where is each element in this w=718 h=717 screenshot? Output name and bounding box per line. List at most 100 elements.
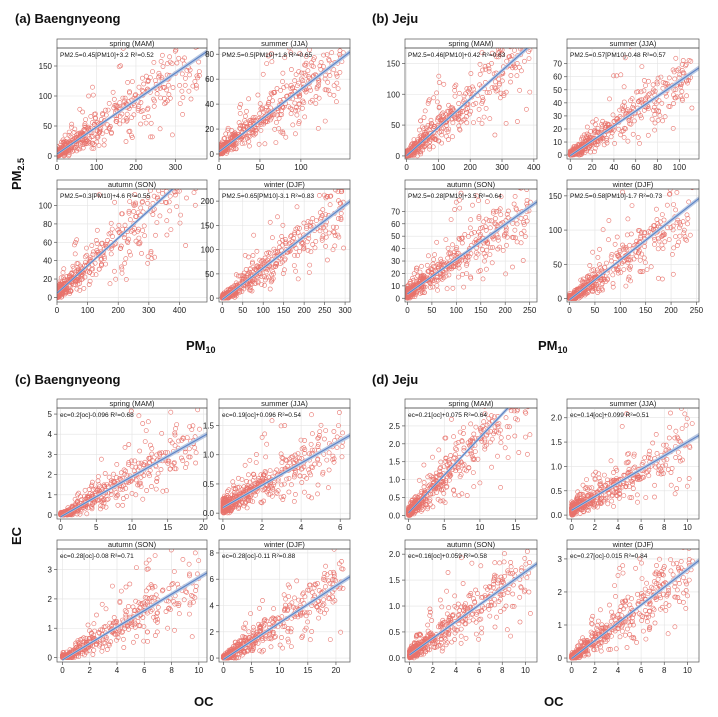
data-point bbox=[98, 126, 104, 131]
data-point bbox=[599, 281, 605, 286]
data-point bbox=[106, 101, 112, 106]
data-point bbox=[117, 100, 123, 106]
data-point bbox=[145, 105, 151, 111]
data-point bbox=[322, 76, 328, 82]
data-point bbox=[307, 48, 312, 53]
data-point bbox=[150, 69, 155, 74]
data-point bbox=[431, 123, 437, 129]
data-point bbox=[658, 219, 663, 225]
data-point bbox=[162, 85, 167, 90]
data-point bbox=[640, 269, 646, 274]
data-point bbox=[637, 140, 642, 146]
data-point bbox=[177, 101, 183, 106]
panel-a-spring: spring (MAM)0 100 200 300050100150PM2.5=0.4… bbox=[39, 38, 208, 172]
data-point bbox=[464, 271, 469, 276]
data-point bbox=[619, 106, 625, 111]
data-point bbox=[671, 101, 676, 106]
data-point bbox=[684, 78, 690, 84]
data-point bbox=[127, 199, 133, 204]
data-point bbox=[430, 284, 436, 290]
x-tick-label: 100 bbox=[614, 306, 628, 315]
data-point bbox=[247, 287, 252, 293]
data-point bbox=[325, 79, 331, 85]
data-point bbox=[497, 81, 502, 87]
data-point bbox=[331, 83, 337, 88]
data-point bbox=[503, 225, 509, 231]
data-point bbox=[335, 189, 341, 194]
data-point bbox=[310, 242, 316, 247]
data-point bbox=[167, 59, 173, 65]
data-point bbox=[593, 284, 598, 290]
data-point bbox=[425, 101, 431, 106]
data-point bbox=[518, 231, 524, 236]
data-point bbox=[411, 282, 417, 288]
data-point bbox=[630, 131, 636, 137]
data-point bbox=[128, 408, 134, 414]
y-tick-label: 40 bbox=[391, 245, 400, 254]
data-point bbox=[651, 223, 657, 228]
data-point bbox=[133, 238, 139, 244]
data-point bbox=[326, 58, 332, 64]
confidence-band bbox=[57, 189, 176, 295]
data-point bbox=[674, 94, 680, 100]
data-point bbox=[471, 120, 476, 125]
data-point bbox=[160, 64, 166, 69]
data-point bbox=[514, 73, 520, 79]
data-point bbox=[514, 207, 519, 212]
data-point bbox=[193, 83, 199, 88]
x-tick-label: 300 bbox=[169, 163, 183, 172]
data-point bbox=[140, 496, 146, 502]
data-point bbox=[89, 266, 94, 272]
data-point bbox=[275, 214, 280, 220]
data-point bbox=[477, 268, 483, 273]
data-point bbox=[262, 141, 268, 147]
data-point bbox=[479, 50, 485, 55]
data-point bbox=[484, 239, 490, 245]
data-point bbox=[145, 419, 151, 425]
data-point bbox=[145, 254, 151, 259]
data-point bbox=[149, 134, 155, 140]
data-point bbox=[477, 82, 482, 88]
data-point bbox=[100, 503, 106, 509]
data-point bbox=[271, 90, 276, 95]
data-point bbox=[652, 144, 656, 148]
data-point bbox=[665, 225, 670, 231]
data-point bbox=[107, 281, 113, 287]
data-point bbox=[611, 267, 617, 273]
data-point bbox=[249, 260, 255, 266]
y-tick-label: 50 bbox=[391, 121, 400, 130]
data-point bbox=[120, 502, 126, 508]
data-point bbox=[651, 87, 656, 93]
data-point bbox=[480, 276, 486, 282]
data-point bbox=[142, 439, 148, 444]
data-point bbox=[614, 234, 620, 240]
data-point bbox=[638, 233, 644, 239]
data-point bbox=[176, 438, 181, 444]
data-point bbox=[625, 216, 631, 222]
data-point bbox=[270, 276, 276, 281]
data-point bbox=[659, 234, 664, 239]
x-tick-label: 400 bbox=[527, 163, 541, 172]
data-point bbox=[113, 490, 119, 495]
data-point bbox=[318, 60, 324, 65]
data-point bbox=[94, 241, 100, 246]
data-point bbox=[168, 409, 174, 415]
data-point bbox=[137, 241, 142, 247]
data-point bbox=[501, 93, 507, 98]
data-point bbox=[95, 478, 101, 484]
data-point bbox=[654, 79, 660, 85]
data-point bbox=[443, 118, 448, 124]
data-point bbox=[158, 59, 164, 64]
data-point bbox=[642, 244, 647, 249]
data-point bbox=[524, 201, 530, 207]
data-point bbox=[115, 492, 121, 498]
data-point bbox=[67, 290, 73, 296]
data-point bbox=[77, 106, 83, 112]
data-point bbox=[311, 55, 317, 61]
data-point bbox=[110, 89, 116, 95]
data-point bbox=[242, 140, 248, 146]
data-point bbox=[191, 190, 197, 195]
data-point bbox=[627, 242, 632, 248]
data-point bbox=[193, 48, 198, 50]
data-point bbox=[518, 48, 523, 52]
